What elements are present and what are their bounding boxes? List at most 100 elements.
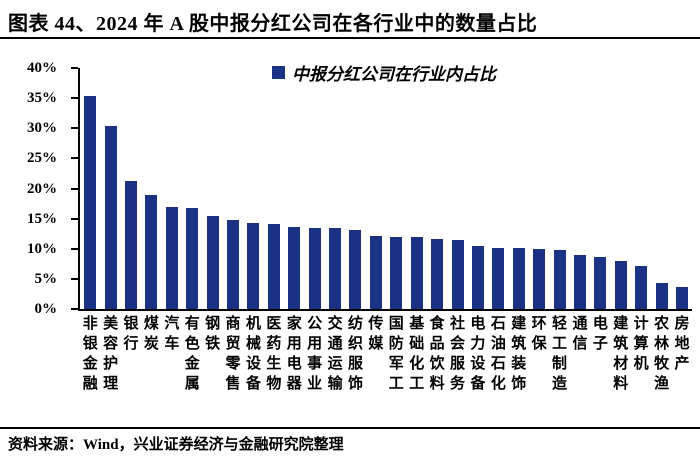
x-label-slot: 电力设备: [466, 315, 486, 395]
y-tick-mark: [71, 127, 78, 130]
bar-slot: [549, 68, 569, 309]
bar-房地产[interactable]: [675, 286, 688, 309]
bar-农林牧渔[interactable]: [655, 283, 668, 309]
x-category-label: 通信: [570, 315, 587, 355]
bar-slot: [121, 68, 141, 309]
y-tick-label: 40%: [27, 60, 57, 76]
bar-医药生物[interactable]: [267, 224, 280, 309]
x-label-slot: 机械设备: [241, 315, 261, 395]
y-tick-label: 30%: [27, 120, 57, 137]
figure-title: 图表 44、2024 年 A 股中报分红公司在各行业中的数量占比: [8, 13, 538, 35]
bar-电子[interactable]: [594, 257, 607, 309]
bar-建筑装饰[interactable]: [512, 248, 525, 309]
x-category-label: 电子: [590, 315, 607, 355]
y-tick-mark: [71, 97, 78, 100]
bar-slot: [488, 68, 508, 309]
y-tick-mark: [71, 157, 78, 160]
bar-slot: [182, 68, 202, 309]
x-label-slot: 国防军工: [384, 315, 404, 395]
bar-slot: [447, 68, 467, 309]
y-tick-label: 0%: [34, 301, 58, 317]
x-category-label: 银行: [121, 315, 138, 355]
bar-slot: [427, 68, 447, 309]
x-category-label: 家用电器: [284, 315, 301, 395]
bar-slot: [366, 68, 386, 309]
x-category-label: 传媒: [366, 315, 383, 355]
bar-slot: [202, 68, 222, 309]
bar-slot: [325, 68, 345, 309]
footer-divider: [0, 427, 700, 429]
bar-slot: [651, 68, 671, 309]
x-label-slot: 基础化工: [405, 315, 425, 395]
x-label-slot: 房地产: [670, 315, 690, 375]
bar-电力设备[interactable]: [471, 245, 484, 309]
x-label-slot: 医药生物: [262, 315, 282, 395]
x-label-slot: 农林牧渔: [649, 315, 669, 395]
bar-环保[interactable]: [533, 248, 546, 309]
bar-slot: [570, 68, 590, 309]
bar-社会服务[interactable]: [451, 240, 464, 309]
bar-机械设备[interactable]: [247, 223, 260, 309]
bar-slot: [672, 68, 692, 309]
bar-slot: [611, 68, 631, 309]
bar-汽车[interactable]: [165, 207, 178, 309]
bar-石油石化[interactable]: [492, 247, 505, 309]
bar-slot: [141, 68, 161, 309]
x-category-label: 钢铁: [203, 315, 220, 355]
x-label-slot: 交通运输: [323, 315, 343, 395]
x-category-label: 房地产: [672, 315, 689, 375]
chart-legend: 中报分红公司在行业内占比: [78, 60, 690, 85]
bar-slot: [223, 68, 243, 309]
bar-交通运输[interactable]: [329, 228, 342, 309]
x-label-slot: 传媒: [364, 315, 384, 355]
y-tick-label: 35%: [27, 90, 57, 107]
bar-轻工制造[interactable]: [553, 250, 566, 309]
bar-家用电器[interactable]: [288, 226, 301, 309]
x-label-slot: 石油石化: [486, 315, 506, 395]
plot-area: [71, 67, 692, 311]
x-label-slot: 食品饮料: [425, 315, 445, 395]
x-label-slot: 汽车: [160, 315, 180, 355]
bar-传媒[interactable]: [369, 235, 382, 309]
bar-slot: [162, 68, 182, 309]
x-label-slot: 有色金属: [180, 315, 200, 395]
bar-建筑材料[interactable]: [614, 261, 627, 309]
source-note: 资料来源：Wind，兴业证券经济与金融研究院整理: [8, 437, 344, 453]
x-label-slot: 社会服务: [445, 315, 465, 395]
x-category-label: 商贸零售: [223, 315, 240, 395]
legend-square-icon: [272, 66, 285, 79]
y-tick-label: 25%: [27, 150, 57, 167]
bar-有色金属[interactable]: [186, 207, 199, 309]
bar-非银金融[interactable]: [84, 95, 97, 309]
bar-slot: [284, 68, 304, 309]
bar-计算机[interactable]: [635, 265, 648, 309]
x-label-slot: 美容护理: [98, 315, 118, 395]
y-tick-label: 5%: [34, 270, 58, 287]
x-label-slot: 计算机: [629, 315, 649, 375]
y-tick-mark: [71, 187, 78, 190]
x-category-label: 轻工制造: [550, 315, 567, 395]
bar-通信[interactable]: [573, 254, 586, 309]
title-divider: [0, 37, 700, 39]
x-category-label: 交通运输: [325, 315, 342, 395]
x-axis-labels: 非银金融 美容护理 银行 煤炭 汽车 有色金属 钢铁 商贸零售 机械设备 医药生物 家用电器 公用事业…: [78, 315, 690, 395]
x-label-slot: 银行: [119, 315, 139, 355]
bar-slot: [407, 68, 427, 309]
x-category-label: 非银金融: [80, 315, 97, 395]
bar-食品饮料[interactable]: [431, 238, 444, 309]
bar-煤炭[interactable]: [145, 195, 158, 309]
x-category-label: 农林牧渔: [652, 315, 669, 395]
bar-美容护理[interactable]: [104, 125, 117, 309]
x-category-label: 建筑材料: [611, 315, 628, 395]
bar-银行[interactable]: [125, 181, 138, 309]
bar-钢铁[interactable]: [206, 216, 219, 309]
y-tick-mark: [71, 67, 78, 69]
x-label-slot: 建筑材料: [609, 315, 629, 395]
bar-商贸零售[interactable]: [227, 220, 240, 309]
bar-纺织服饰[interactable]: [349, 230, 362, 309]
bar-slot: [264, 68, 284, 309]
bar-公用事业[interactable]: [308, 227, 321, 309]
bar-slot: [529, 68, 549, 309]
bar-基础化工[interactable]: [410, 237, 423, 309]
bar-国防军工[interactable]: [390, 236, 403, 309]
